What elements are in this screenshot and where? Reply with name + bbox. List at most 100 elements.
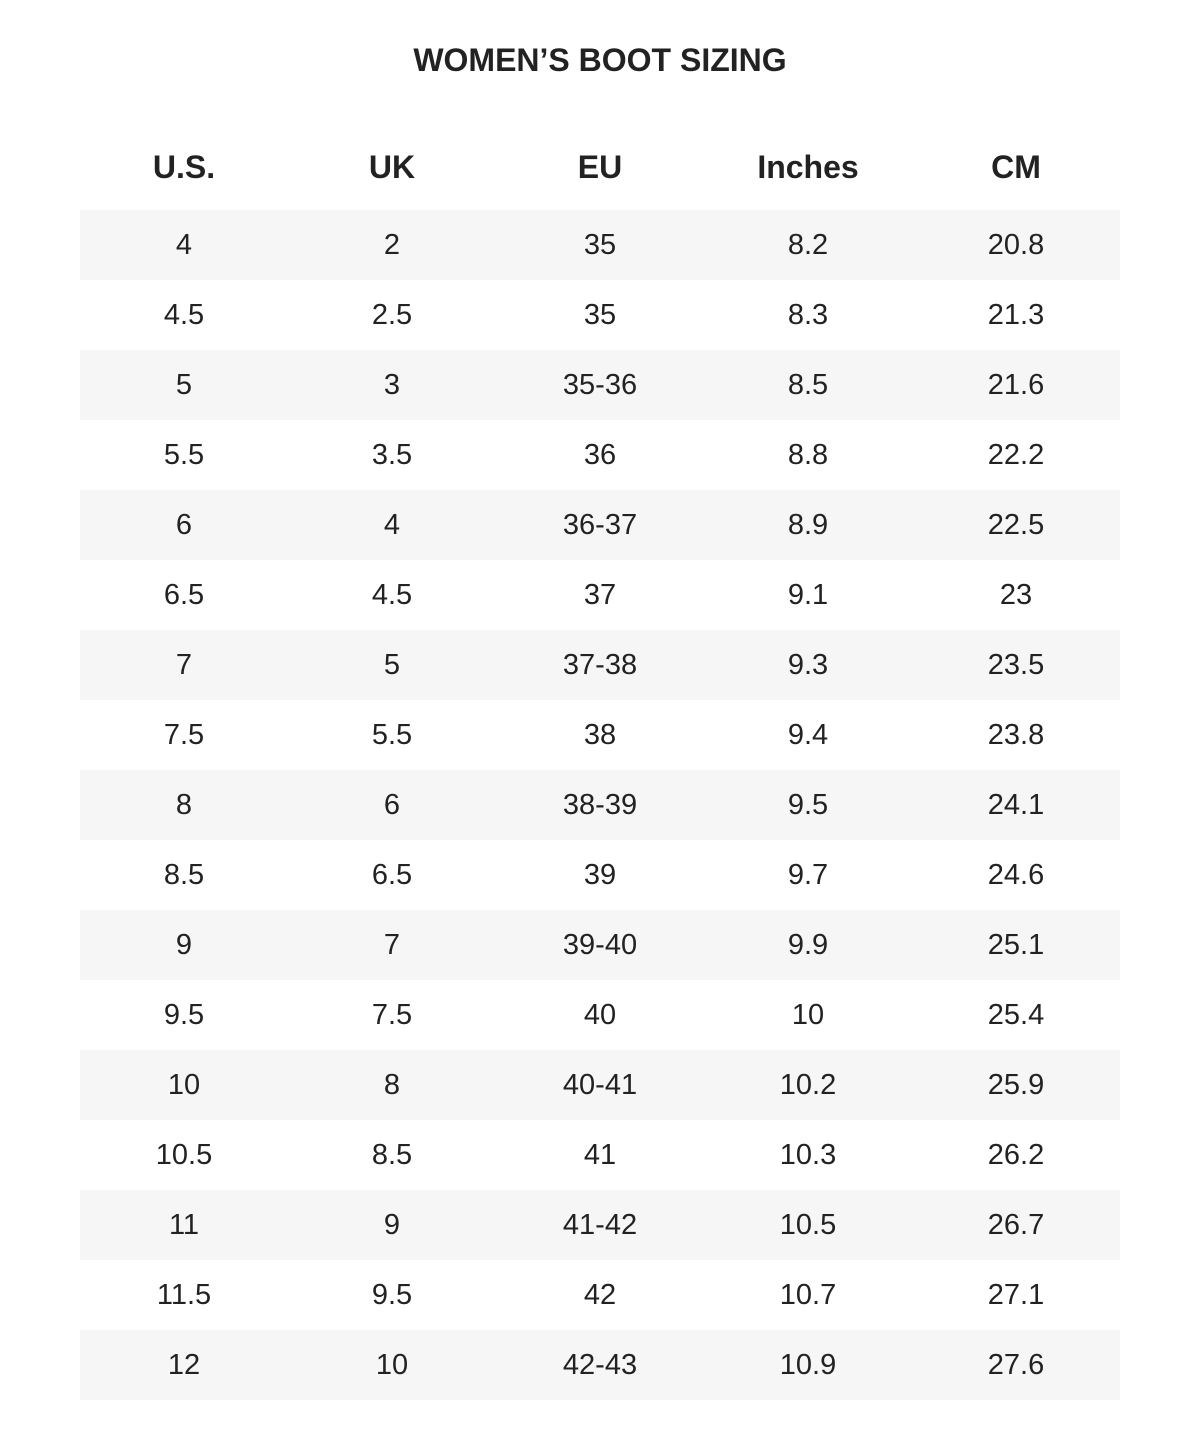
- table-cell: 35: [583, 228, 617, 261]
- table-cell: 7.5: [371, 998, 413, 1031]
- table-cell: 4: [175, 228, 193, 261]
- table-cell: 3: [383, 368, 401, 401]
- table-cell: 12: [167, 1348, 201, 1381]
- column-header: UK: [368, 149, 416, 185]
- table-row: 5.5 3.5 36 8.8 22.2: [80, 420, 1120, 490]
- table-row: 6 4 36-37 8.9 22.5: [80, 490, 1120, 560]
- table-row: 7 5 37-38 9.3 23.5: [80, 630, 1120, 700]
- table-cell: 22.5: [987, 508, 1045, 541]
- table-cell: 10.2: [779, 1068, 837, 1101]
- table-cell: 4.5: [163, 298, 205, 331]
- column-header: Inches: [757, 149, 859, 185]
- table-cell: 8.5: [163, 858, 205, 891]
- table-row: 11.5 9.5 42 10.7 27.1: [80, 1260, 1120, 1330]
- table-cell: 25.9: [987, 1068, 1045, 1101]
- table-cell: 40-41: [562, 1068, 638, 1101]
- table-cell: 24.6: [987, 858, 1045, 891]
- table-cell: 41-42: [562, 1208, 638, 1241]
- table-cell: 39-40: [562, 928, 638, 961]
- table-cell: 25.4: [987, 998, 1045, 1031]
- table-cell: 5: [175, 368, 193, 401]
- table-cell: 2: [383, 228, 401, 261]
- table-cell: 9.5: [163, 998, 205, 1031]
- title: WOMEN’S BOOT SIZING: [413, 42, 787, 78]
- table-cell: 35: [583, 298, 617, 331]
- table-cell: 7: [175, 648, 193, 681]
- column-header: U.S.: [152, 149, 216, 185]
- table-row: 7.5 5.5 38 9.4 23.8: [80, 700, 1120, 770]
- table-cell: 42: [583, 1278, 617, 1311]
- table-cell: 9.7: [787, 858, 829, 891]
- table-cell: 4: [383, 508, 401, 541]
- table-cell: 6.5: [371, 858, 413, 891]
- table-cell: 20.8: [987, 228, 1045, 261]
- table-cell: 24.1: [987, 788, 1045, 821]
- table-cell: 9: [175, 928, 193, 961]
- table-cell: 21.3: [987, 298, 1045, 331]
- table-cell: 8: [175, 788, 193, 821]
- table-cell: 9.5: [787, 788, 829, 821]
- table-cell: 9.4: [787, 718, 829, 751]
- table-cell: 38: [583, 718, 617, 751]
- table-row: 4 2 35 8.2 20.8: [80, 210, 1120, 280]
- table-cell: 6.5: [163, 578, 205, 611]
- size-table: U.S. UK EU Inches CM 4 2 35 8.2 20.8 4.5 2.5 35 8.3 21…: [80, 125, 1120, 1400]
- table-cell: 10.5: [779, 1208, 837, 1241]
- table-cell: 8: [383, 1068, 401, 1101]
- table-cell: 23: [999, 578, 1033, 611]
- table-cell: 38-39: [562, 788, 638, 821]
- table-cell: 2.5: [371, 298, 413, 331]
- table-cell: 5.5: [371, 718, 413, 751]
- table-cell: 27.6: [987, 1348, 1045, 1381]
- table-cell: 8.2: [787, 228, 829, 261]
- table-row: 4.5 2.5 35 8.3 21.3: [80, 280, 1120, 350]
- table-cell: 27.1: [987, 1278, 1045, 1311]
- table-cell: 22.2: [987, 438, 1045, 471]
- table-cell: 36: [583, 438, 617, 471]
- table-cell: 9.9: [787, 928, 829, 961]
- table-cell: 8.5: [787, 368, 829, 401]
- table-cell: 10: [167, 1068, 201, 1101]
- table-cell: 41: [583, 1138, 617, 1171]
- table-cell: 3.5: [371, 438, 413, 471]
- table-cell: 10: [375, 1348, 409, 1381]
- table-cell: 37: [583, 578, 617, 611]
- table-row: 8 6 38-39 9.5 24.1: [80, 770, 1120, 840]
- table-row: 11 9 41-42 10.5 26.7: [80, 1190, 1120, 1260]
- table-cell: 10.9: [779, 1348, 837, 1381]
- table-row: 5 3 35-36 8.5 21.6: [80, 350, 1120, 420]
- table-cell: 6: [175, 508, 193, 541]
- table-cell: 8.3: [787, 298, 829, 331]
- table-row: 9.5 7.5 40 10 25.4: [80, 980, 1120, 1050]
- table-cell: 11.5: [156, 1278, 212, 1311]
- table-cell: 37-38: [562, 648, 638, 681]
- table-cell: 9.3: [787, 648, 829, 681]
- table-cell: 5: [383, 648, 401, 681]
- table-row: 10 8 40-41 10.2 25.9: [80, 1050, 1120, 1120]
- table-cell: 8.9: [787, 508, 829, 541]
- table-cell: 4.5: [371, 578, 413, 611]
- table-row: 9 7 39-40 9.9 25.1: [80, 910, 1120, 980]
- table-cell: 35-36: [562, 368, 638, 401]
- column-header: CM: [991, 149, 1041, 185]
- table-row: 6.5 4.5 37 9.1 23: [80, 560, 1120, 630]
- table-cell: 8.8: [787, 438, 829, 471]
- table-cell: 10.5: [155, 1138, 213, 1171]
- table-cell: 26.2: [987, 1138, 1045, 1171]
- table-cell: 42-43: [562, 1348, 638, 1381]
- table-cell: 26.7: [987, 1208, 1045, 1241]
- table-cell: 9.5: [371, 1278, 413, 1311]
- column-header: EU: [577, 149, 623, 185]
- table-cell: 39: [583, 858, 617, 891]
- table-cell: 7.5: [163, 718, 205, 751]
- table-cell: 23.5: [987, 648, 1045, 681]
- header-row: U.S. UK EU Inches CM: [80, 125, 1120, 210]
- table-cell: 10: [791, 998, 825, 1031]
- table-cell: 25.1: [987, 928, 1045, 961]
- table-cell: 23.8: [987, 718, 1045, 751]
- table-row: 8.5 6.5 39 9.7 24.6: [80, 840, 1120, 910]
- table-cell: 10.3: [779, 1138, 837, 1171]
- table-row: 10.5 8.5 41 10.3 26.2: [80, 1120, 1120, 1190]
- table-cell: 6: [383, 788, 401, 821]
